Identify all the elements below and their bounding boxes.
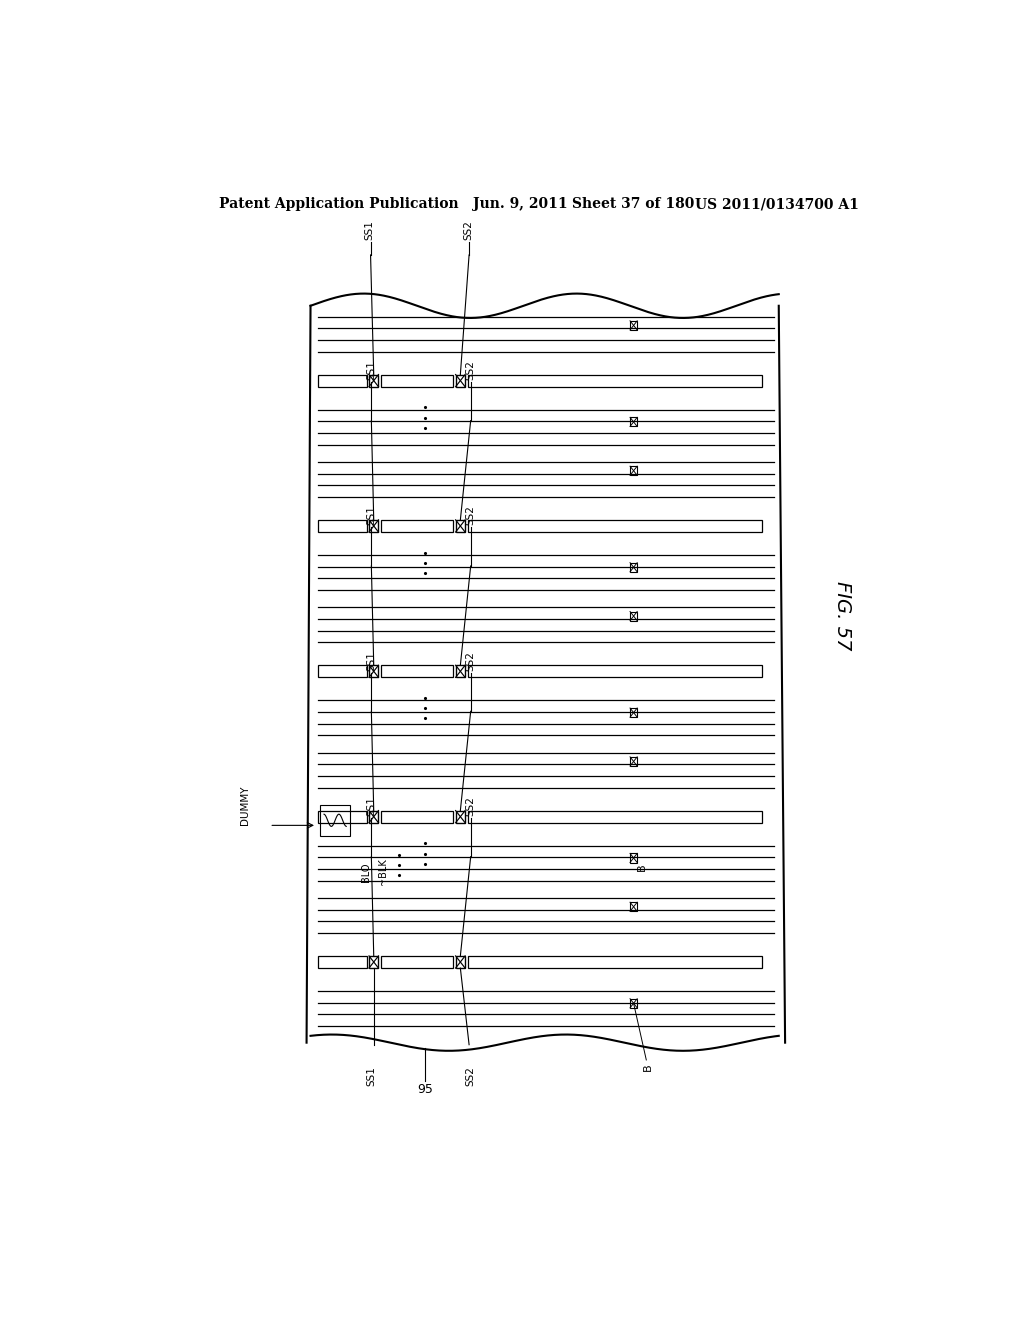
Bar [317,375,367,387]
Bar [630,321,637,330]
Bar [630,708,637,717]
Bar [369,810,379,822]
Bar [468,375,762,387]
Text: Patent Application Publication: Patent Application Publication [219,197,459,211]
Bar [456,520,465,532]
Text: SS2: SS2 [466,1067,476,1086]
Text: BLO: BLO [360,862,371,882]
Bar [369,375,379,387]
Text: SS1: SS1 [365,220,375,240]
Bar [630,756,637,766]
Bar [381,375,454,387]
Text: SS2: SS2 [463,220,473,240]
Text: SS2: SS2 [466,360,476,380]
Bar [369,665,379,677]
Bar [468,520,762,532]
Bar [317,810,367,822]
Text: US 2011/0134700 A1: US 2011/0134700 A1 [695,197,859,211]
Text: SS2: SS2 [466,506,476,525]
Text: SS1: SS1 [367,360,377,380]
Bar [468,810,762,822]
Bar [381,810,454,822]
Text: DUMMY: DUMMY [241,785,251,825]
Bar [630,902,637,911]
Bar [381,956,454,968]
Bar [630,466,637,475]
Text: ~BLK: ~BLK [378,858,388,886]
Bar [456,375,465,387]
Bar [630,999,637,1008]
Bar [317,665,367,677]
Bar [630,417,637,426]
Bar [630,562,637,572]
Text: SS1: SS1 [367,796,377,816]
Bar [369,956,379,968]
Bar [630,853,637,862]
Text: SS2: SS2 [466,796,476,816]
Bar [456,956,465,968]
Text: 95: 95 [417,1084,433,1097]
Text: FIG. 57: FIG. 57 [833,581,852,651]
Text: SS2: SS2 [466,651,476,671]
Text: B: B [643,1063,653,1071]
Bar [321,805,350,836]
Bar [468,665,762,677]
Bar [381,520,454,532]
Text: Sheet 37 of 180: Sheet 37 of 180 [572,197,695,211]
Text: SS1: SS1 [367,506,377,525]
Bar [369,520,379,532]
Bar [630,611,637,620]
Bar [456,810,465,822]
Text: SS1: SS1 [367,1067,377,1086]
Text: Jun. 9, 2011: Jun. 9, 2011 [473,197,568,211]
Bar [381,665,454,677]
Text: B: B [637,863,646,871]
Bar [456,665,465,677]
Bar [468,956,762,968]
Text: SS1: SS1 [367,651,377,671]
Bar [317,956,367,968]
Bar [317,520,367,532]
